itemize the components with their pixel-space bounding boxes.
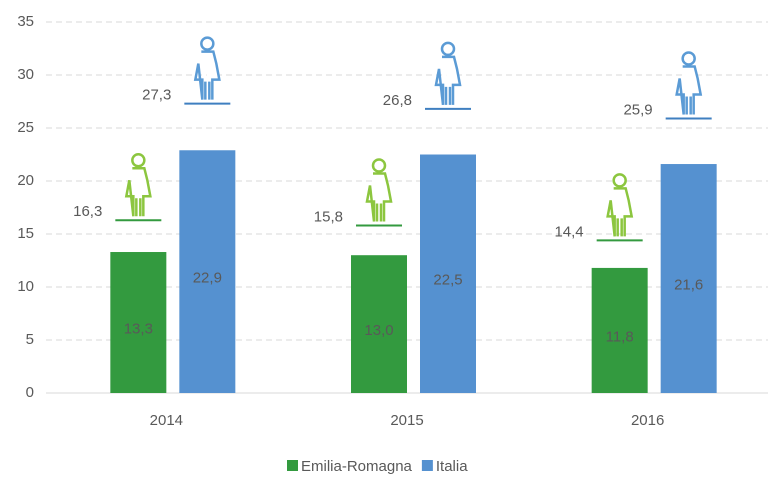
icon-body xyxy=(606,187,634,237)
legend-label: Emilia-Romagna xyxy=(301,458,413,475)
marker-label: 26,8 xyxy=(383,92,412,109)
value-label: 11,8 xyxy=(606,328,634,345)
icon-head xyxy=(612,173,627,188)
icon-head xyxy=(681,51,696,66)
bar xyxy=(179,150,236,393)
legend-swatch xyxy=(421,460,433,471)
marker-label: 16,3 xyxy=(73,203,102,220)
y-tick-label: 30 xyxy=(17,66,34,83)
y-tick-label: 25 xyxy=(17,119,34,136)
marker-label: 15,8 xyxy=(314,208,343,225)
value-label: 21,6 xyxy=(674,276,703,293)
bar xyxy=(591,267,648,393)
y-tick-label: 35 xyxy=(17,13,34,30)
marker-label: 14,4 xyxy=(554,223,583,240)
female-icon xyxy=(365,158,393,222)
icon-body xyxy=(365,172,393,222)
value-label: 13,0 xyxy=(364,322,393,339)
y-tick-label: 20 xyxy=(17,172,34,189)
x-tick-label: 2015 xyxy=(390,412,423,429)
marker-label: 27,3 xyxy=(142,87,171,104)
bar xyxy=(660,164,717,393)
icon-body xyxy=(675,65,703,115)
y-tick-label: 5 xyxy=(26,331,34,348)
icon-body xyxy=(434,55,462,106)
value-label: 13,3 xyxy=(124,320,153,337)
icon-head xyxy=(440,41,456,57)
female-icon xyxy=(193,36,221,100)
x-tick-label: 2016 xyxy=(631,412,664,429)
legend-swatch xyxy=(287,460,298,471)
icon-head xyxy=(371,158,387,173)
bar xyxy=(420,154,476,393)
value-label: 22,5 xyxy=(433,272,462,289)
y-tick-label: 0 xyxy=(26,384,34,401)
icon-body xyxy=(193,50,221,100)
legend-label: Italia xyxy=(436,458,468,475)
icon-head xyxy=(131,152,146,168)
female-icon xyxy=(434,41,462,106)
marker-label: 25,9 xyxy=(623,101,652,118)
x-tick-label: 2014 xyxy=(150,412,183,429)
bar xyxy=(351,255,407,393)
icon-head xyxy=(200,36,215,51)
value-label: 22,9 xyxy=(193,270,222,287)
bar xyxy=(110,252,167,393)
icon-body xyxy=(124,166,152,217)
female-icon xyxy=(675,51,703,115)
female-icon xyxy=(124,152,152,217)
y-tick-label: 10 xyxy=(17,278,34,295)
female-icon xyxy=(606,173,634,237)
y-tick-label: 15 xyxy=(17,225,34,242)
